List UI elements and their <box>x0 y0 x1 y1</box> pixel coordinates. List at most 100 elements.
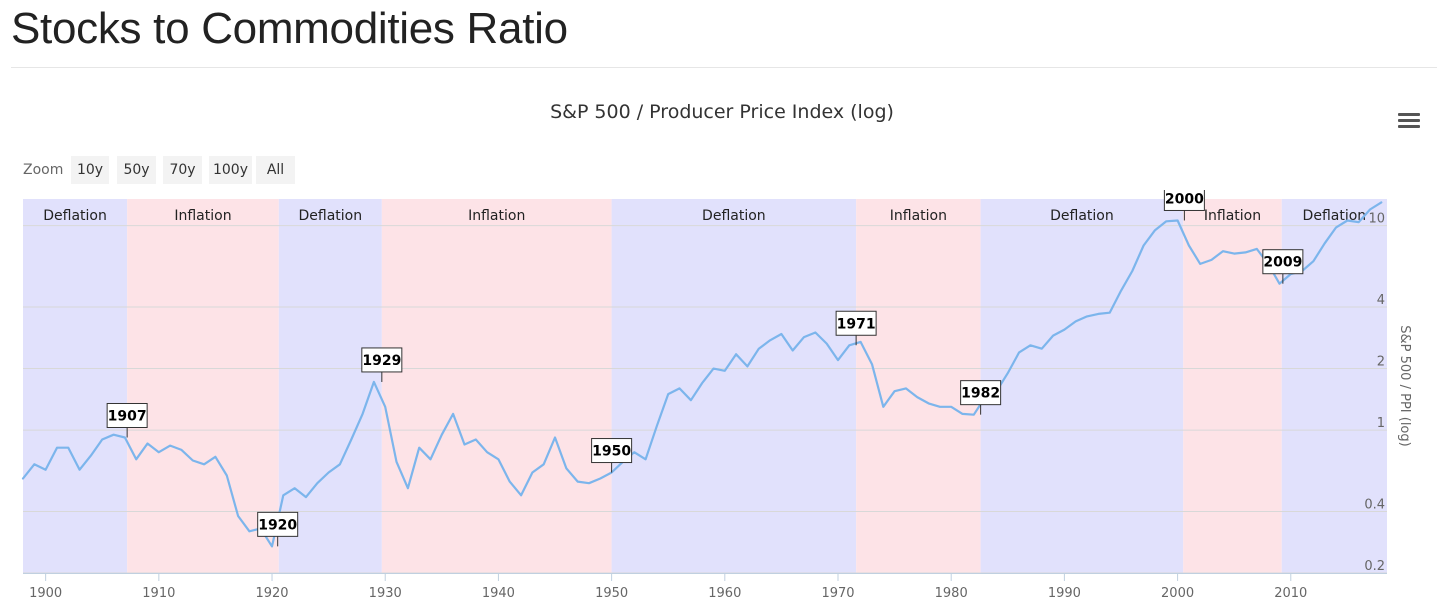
data-point <box>508 480 512 484</box>
data-point <box>1040 347 1044 351</box>
band-label: Inflation <box>174 208 231 224</box>
zoom-button-all[interactable]: All <box>256 156 295 184</box>
flag-1907: 1907 <box>106 402 148 438</box>
data-point <box>870 362 874 366</box>
band-inflation-3 <box>381 199 612 573</box>
data-point <box>55 446 59 450</box>
data-point <box>44 468 48 472</box>
data-point <box>689 398 693 402</box>
data-point <box>1232 252 1236 256</box>
flag-label: 1950 <box>592 444 631 460</box>
zoom-button-10y[interactable]: 10y <box>71 156 109 184</box>
data-point <box>530 471 534 475</box>
flag-label: 1971 <box>837 316 876 332</box>
data-point <box>542 462 546 466</box>
flag-label: 1907 <box>108 408 147 424</box>
flag-label: 1929 <box>362 353 401 369</box>
hamburger-menu-icon[interactable] <box>1396 110 1422 132</box>
data-point <box>134 457 138 461</box>
band-label: Deflation <box>702 208 766 224</box>
data-point <box>270 544 274 548</box>
data-point <box>1357 220 1361 224</box>
line-chart[interactable]: 0.2 0.4 1 2 4 10 1900 1910 1920 1930 1940 1950 1960 1… <box>0 190 1448 610</box>
data-point <box>734 352 738 356</box>
data-point <box>1187 243 1191 247</box>
data-point <box>711 367 715 371</box>
band-deflation-0 <box>23 199 128 573</box>
data-point <box>961 412 965 416</box>
data-point <box>440 433 444 437</box>
title-divider <box>11 67 1437 68</box>
zoom-button-50y[interactable]: 50y <box>117 156 156 184</box>
data-point <box>496 457 500 461</box>
data-point <box>1277 282 1281 286</box>
data-point <box>632 450 636 454</box>
data-point <box>972 413 976 417</box>
data-point <box>112 433 116 437</box>
data-point <box>802 335 806 339</box>
band-inflation-1 <box>127 199 279 573</box>
flag-label: 2000 <box>1165 191 1204 207</box>
data-point <box>915 395 919 399</box>
data-point <box>338 462 342 466</box>
data-point <box>474 437 478 441</box>
y-tick-label: 2 <box>1377 355 1385 370</box>
data-point <box>598 476 602 480</box>
data-point <box>1130 269 1134 273</box>
data-point <box>395 460 399 464</box>
data-point <box>179 448 183 452</box>
zoom-button-100y[interactable]: 100y <box>209 156 252 184</box>
band-label: Inflation <box>1204 208 1261 224</box>
data-point <box>1311 259 1315 263</box>
flag-label: 2009 <box>1263 255 1302 271</box>
chart-title: S&P 500 / Producer Price Index (log) <box>550 101 894 123</box>
data-point <box>1379 200 1383 204</box>
data-point <box>1119 289 1123 293</box>
data-point <box>519 493 523 497</box>
data-point <box>349 437 353 441</box>
data-point <box>678 386 682 390</box>
data-point <box>587 481 591 485</box>
data-point <box>791 349 795 353</box>
data-point <box>723 369 727 373</box>
x-tick-label: 1920 <box>255 586 288 601</box>
page-title: Stocks to Commodities Ratio <box>11 4 568 53</box>
data-point <box>859 340 863 344</box>
data-point <box>202 462 206 466</box>
flag-box <box>591 438 633 464</box>
x-tick-label: 1930 <box>369 586 402 601</box>
data-point <box>21 476 25 480</box>
flag-box <box>257 511 299 537</box>
data-point <box>779 332 783 336</box>
data-point <box>1176 218 1180 222</box>
menu-bar-top <box>1398 113 1420 116</box>
band-label: Inflation <box>890 208 947 224</box>
data-point <box>123 435 127 439</box>
data-point <box>938 405 942 409</box>
band-label: Deflation <box>299 208 363 224</box>
data-point <box>1244 250 1248 254</box>
data-point <box>100 437 104 441</box>
data-point <box>225 473 229 477</box>
x-tick-label: 2010 <box>1274 586 1307 601</box>
zoom-button-70y[interactable]: 70y <box>163 156 202 184</box>
data-point <box>1368 207 1372 211</box>
data-point <box>32 462 36 466</box>
data-point <box>406 486 410 490</box>
data-point <box>1210 258 1214 262</box>
flag-box <box>361 347 403 373</box>
data-point <box>89 454 93 458</box>
data-point <box>383 405 387 409</box>
y-tick-label: 1 <box>1377 416 1385 431</box>
data-point <box>1198 262 1202 266</box>
data-point <box>146 441 150 445</box>
data-point <box>78 468 82 472</box>
data-point <box>666 392 670 396</box>
data-point <box>836 358 840 362</box>
data-point <box>429 457 433 461</box>
data-point <box>1142 243 1146 247</box>
data-point <box>927 401 931 405</box>
data-point <box>1051 334 1055 338</box>
data-point <box>1164 219 1168 223</box>
data-point <box>66 446 70 450</box>
